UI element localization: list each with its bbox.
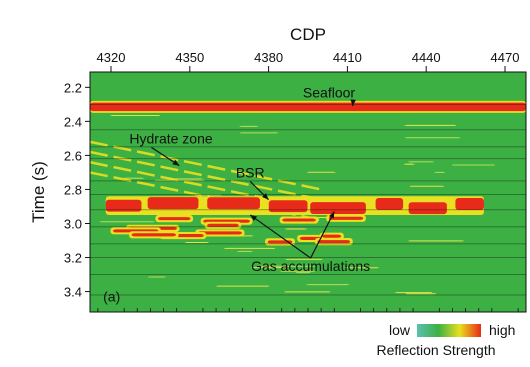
plot-area	[90, 72, 526, 312]
annotation-label: Gas accumulations	[251, 258, 370, 274]
colorbar	[417, 324, 481, 337]
bsr-reflector	[409, 202, 447, 214]
y-axis-title: Time (s)	[29, 161, 48, 223]
faint-reflector	[284, 291, 330, 292]
gas-accumulation	[329, 217, 363, 220]
colorbar-high-label: high	[489, 322, 515, 338]
seafloor-reflector	[90, 103, 526, 112]
faint-reflector	[408, 161, 433, 162]
gas-accumulation	[207, 224, 239, 227]
gas-accumulation	[132, 233, 176, 236]
colorbar-low-label: low	[389, 322, 411, 338]
x-tick-label: 4380	[254, 50, 283, 65]
colorbar-title: Reflection Strength	[376, 342, 495, 358]
faint-reflector	[237, 251, 252, 252]
annotation-label: Seafloor	[303, 84, 355, 100]
bsr-reflector	[376, 198, 404, 210]
faint-reflector	[99, 221, 155, 222]
x-tick-label: 4320	[97, 50, 126, 65]
annotation-label: (a)	[103, 289, 120, 305]
annotation-label: BSR	[236, 164, 265, 180]
x-tick-label: 4470	[491, 50, 520, 65]
faint-reflector	[239, 126, 258, 127]
faint-reflector	[285, 228, 307, 229]
y-tick-label: 2.8	[64, 182, 82, 197]
faint-reflector	[408, 240, 463, 241]
faint-reflector	[216, 286, 269, 287]
x-tick-label: 4440	[412, 50, 441, 65]
faint-reflector	[405, 137, 460, 138]
faint-reflector	[410, 186, 445, 187]
bsr-reflector	[310, 202, 366, 214]
bsr-reflector	[148, 197, 199, 209]
faint-reflector	[307, 172, 335, 173]
gas-accumulation	[317, 240, 350, 243]
gas-accumulation	[282, 218, 316, 221]
gas-accumulation	[158, 217, 190, 220]
y-axis: 2.2 2.4 2.6 2.8 3.0 3.2 3.4	[64, 80, 90, 299]
x-tick-label: 4350	[175, 50, 204, 65]
faint-reflector	[123, 178, 144, 179]
y-tick-label: 3.4	[64, 285, 82, 300]
faint-reflector	[224, 248, 275, 249]
bsr-reflector	[207, 197, 260, 209]
y-tick-label: 2.2	[64, 80, 82, 95]
faint-reflector	[110, 115, 160, 116]
faint-reflector	[434, 172, 445, 173]
faint-reflector	[307, 284, 350, 285]
y-tick-label: 3.0	[64, 216, 82, 231]
bsr-reflector	[455, 198, 484, 210]
faint-reflector	[404, 125, 456, 126]
annotation-label: Hydrate zone	[129, 130, 212, 146]
faint-reflector	[148, 276, 166, 277]
x-tick-label: 4410	[333, 50, 362, 65]
faint-reflector	[155, 180, 205, 181]
bsr-reflector	[269, 200, 308, 212]
y-tick-label: 2.4	[64, 114, 82, 129]
faint-reflector	[405, 293, 436, 294]
faint-reflector	[185, 242, 209, 243]
y-tick-label: 3.2	[64, 251, 82, 266]
faint-reflector	[404, 164, 415, 165]
gas-accumulation	[322, 235, 341, 238]
faint-reflector	[452, 164, 495, 165]
faint-reflector	[240, 132, 278, 133]
x-axis-title: CDP	[290, 25, 326, 44]
faint-reflector	[395, 292, 432, 293]
y-tick-label: 2.6	[64, 148, 82, 163]
